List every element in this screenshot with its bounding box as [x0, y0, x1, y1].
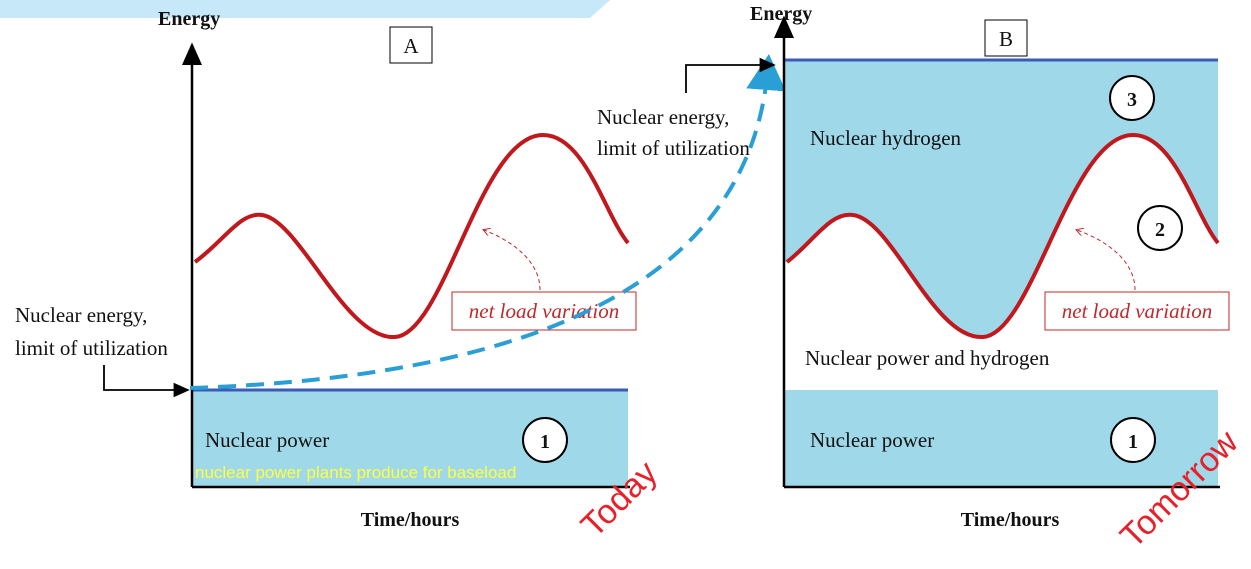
banner [0, 0, 610, 18]
region-number: 1 [1128, 431, 1138, 453]
caption: nuclear power plants produce for baseloa… [195, 463, 516, 482]
curve-label-box [451, 291, 637, 331]
curve-label: net load variation [469, 299, 620, 323]
load-curve [785, 132, 1220, 340]
limit-label: limit of utilization [15, 336, 168, 360]
load-curve [193, 132, 630, 340]
limit-label: Nuclear energy, [15, 303, 147, 327]
limit-pointer [103, 365, 190, 398]
label-box [389, 26, 433, 64]
upper-region-label: Nuclear hydrogen [810, 126, 962, 150]
curve-pointer [1077, 230, 1136, 291]
number-circle [1110, 417, 1156, 463]
y-axis-label: Energy [158, 8, 220, 30]
x-axis-label: Time/hours [361, 509, 460, 531]
transition-arrow [189, 54, 787, 390]
region-number: 1 [540, 431, 550, 453]
number-circle [1137, 205, 1183, 251]
label-box [984, 19, 1028, 57]
curve-pointer [484, 230, 541, 291]
upper-region-number: 3 [1127, 89, 1137, 111]
limit-label: limit of utilization [597, 136, 750, 160]
panel-a: Energy A Nuclear energy, limit of utiliz… [15, 8, 665, 545]
panel-label: A [403, 34, 419, 58]
middle-region-label: Nuclear power and hydrogen [805, 346, 1050, 370]
panel-label: B [999, 27, 1013, 51]
x-axis-label: Time/hours [961, 509, 1060, 531]
panel-b: Energy B Nuclear energy, limit of utiliz… [597, 3, 1246, 555]
limit-pointer [685, 57, 776, 93]
y-axis-label: Energy [750, 3, 812, 25]
hydrogen-region [784, 60, 1218, 338]
curve-number: 2 [1155, 219, 1165, 241]
region-label: Nuclear power [810, 428, 934, 452]
curve-label: net load variation [1062, 299, 1213, 323]
limit-label: Nuclear energy, [597, 105, 729, 129]
region-label: Nuclear power [205, 428, 329, 452]
number-circle [1109, 75, 1155, 121]
curve-label-box [1044, 291, 1230, 331]
number-circle [522, 417, 568, 463]
